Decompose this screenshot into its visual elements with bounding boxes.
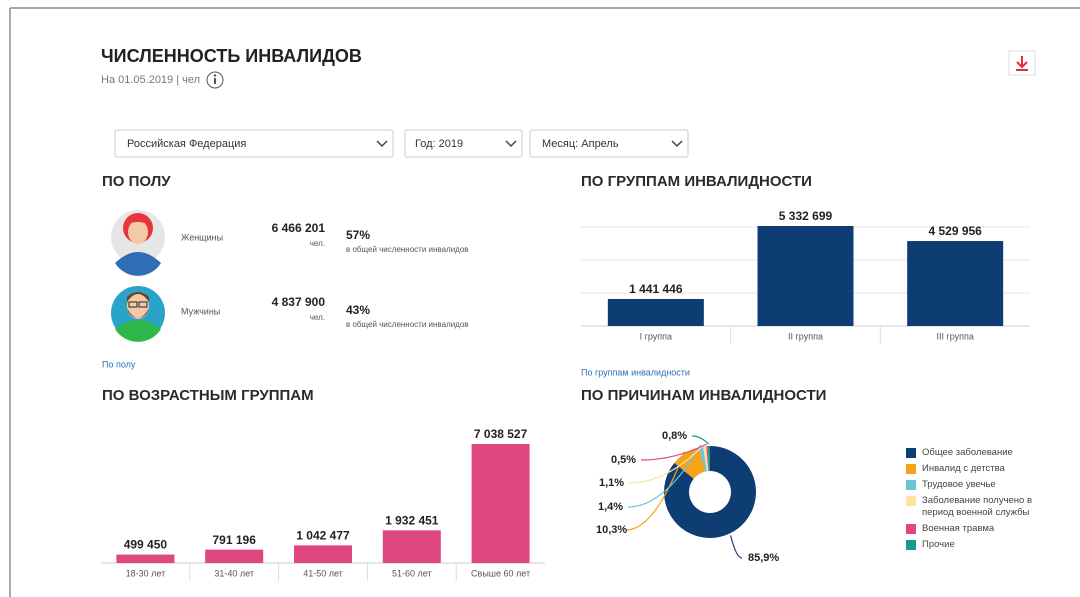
legend-swatch <box>906 480 916 490</box>
select-text: Месяц: Апрель <box>542 138 619 150</box>
gender-value: 6 466 201 <box>272 221 326 235</box>
year-select[interactable]: Год: 2019 <box>405 130 522 157</box>
bar <box>116 555 174 563</box>
legend-label: Инвалид с детства <box>922 463 1005 475</box>
value-label: 1 042 477 <box>296 529 350 543</box>
bar <box>758 226 854 326</box>
legend-item: Прочие <box>906 539 1036 551</box>
value-label: 85,9% <box>748 552 779 564</box>
x-tick-label: Свыше 60 лет <box>471 568 530 578</box>
legend-swatch <box>906 496 916 506</box>
select-text: Российская Федерация <box>127 138 246 150</box>
region-select[interactable]: Российская Федерация <box>115 130 393 157</box>
section-title: ПО ГРУППАМ ИНВАЛИДНОСТИ <box>581 173 812 190</box>
bar <box>383 530 441 563</box>
subtitle: На 01.05.2019 | чел <box>101 74 200 86</box>
legend-item: Заболевание получено в период военной сл… <box>906 495 1036 519</box>
value-label: 0,8% <box>662 430 687 442</box>
bar <box>205 550 263 563</box>
legend-swatch <box>906 464 916 474</box>
value-label: 1,4% <box>598 501 623 513</box>
value-label: 1,1% <box>599 477 624 489</box>
page-title: ЧИСЛЕННОСТЬ ИНВАЛИДОВ <box>101 46 362 66</box>
download-button[interactable] <box>1009 51 1035 75</box>
value-label: 791 196 <box>213 533 257 547</box>
gender-unit: чел. <box>310 313 325 322</box>
gender-unit: чел. <box>310 239 325 248</box>
gender-percent: 57% <box>346 228 370 242</box>
legend-label: Прочие <box>922 539 955 551</box>
value-label: 10,3% <box>596 524 627 536</box>
legend-swatch <box>906 448 916 458</box>
x-tick-label: II группа <box>788 331 823 341</box>
bar <box>472 444 530 563</box>
legend-item: Трудовое увечье <box>906 479 1036 491</box>
x-tick-label: 51-60 лет <box>392 568 432 578</box>
month-select[interactable]: Месяц: Апрель <box>530 130 688 157</box>
legend-label: Трудовое увечье <box>922 479 996 491</box>
legend-label: Военная травма <box>922 523 994 535</box>
female-avatar <box>111 210 165 276</box>
x-tick-label: 31-40 лет <box>214 568 254 578</box>
bar <box>608 299 704 326</box>
gender-value: 4 837 900 <box>272 295 326 309</box>
male-avatar <box>111 286 165 342</box>
value-label: 0,5% <box>611 454 636 466</box>
gender-percent: 43% <box>346 303 370 317</box>
x-tick-label: III группа <box>936 331 973 341</box>
legend-label: Общее заболевание <box>922 447 1013 459</box>
value-label: 7 038 527 <box>474 427 528 441</box>
section-title: ПО ПОЛУ <box>102 173 171 190</box>
info-icon[interactable] <box>207 72 223 88</box>
bar <box>294 545 352 563</box>
leader-line <box>731 535 742 558</box>
bar <box>907 241 1003 326</box>
select-text: Год: 2019 <box>415 138 463 150</box>
legend-label: Заболевание получено в период военной сл… <box>922 495 1036 519</box>
page: ЧИСЛЕННОСТЬ ИНВАЛИДОВ На 01.05.2019 | че… <box>0 0 1080 597</box>
link[interactable]: По группам инвалидности <box>581 367 690 377</box>
legend-swatch <box>906 540 916 550</box>
value-label: 5 332 699 <box>779 209 833 223</box>
legend-item: Инвалид с детства <box>906 463 1036 475</box>
value-label: 4 529 956 <box>928 224 982 238</box>
leader-line <box>692 436 709 444</box>
value-label: 1 441 446 <box>629 282 683 296</box>
section-title: ПО ВОЗРАСТНЫМ ГРУППАМ <box>102 387 314 404</box>
gender-label: Мужчины <box>181 306 220 316</box>
legend-swatch <box>906 524 916 534</box>
x-tick-label: 18-30 лет <box>126 568 166 578</box>
x-tick-label: I группа <box>640 331 672 341</box>
gender-note: в общей численности инвалидов <box>346 320 469 329</box>
legend-item: Военная травма <box>906 523 1036 535</box>
section-title: ПО ПРИЧИНАМ ИНВАЛИДНОСТИ <box>581 387 826 404</box>
gender-note: в общей численности инвалидов <box>346 245 469 254</box>
value-label: 499 450 <box>124 538 168 552</box>
x-tick-label: 41-50 лет <box>303 568 343 578</box>
legend-item: Общее заболевание <box>906 447 1036 459</box>
legend: Общее заболевание Инвалид с детства Трудов… <box>906 447 1036 555</box>
link[interactable]: По полу <box>102 359 136 369</box>
gender-label: Женщины <box>181 232 223 242</box>
value-label: 1 932 451 <box>385 514 439 528</box>
